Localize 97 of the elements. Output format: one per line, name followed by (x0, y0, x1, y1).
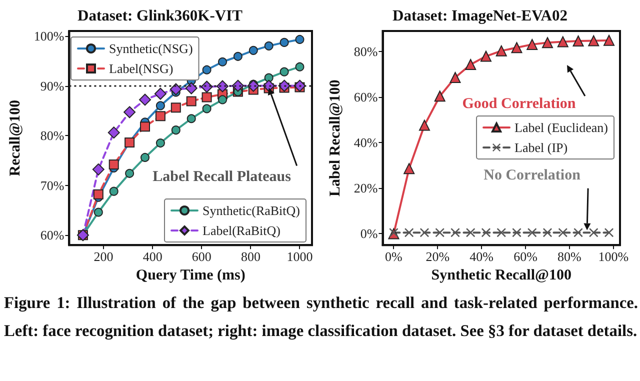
point (418, 120, 430, 131)
point (264, 41, 274, 50)
point (295, 34, 304, 44)
x-tick-label: 400 (142, 249, 162, 264)
point (200, 80, 213, 93)
point (140, 122, 150, 132)
x-axis-title: Query Time (ms) (136, 268, 246, 284)
point (186, 96, 196, 106)
point (186, 114, 196, 124)
x-tick-label: 40% (470, 249, 494, 264)
legend-label: Label (Euclidean) (514, 120, 608, 135)
y-tick-label: 90% (40, 78, 64, 94)
point (558, 228, 568, 238)
point (589, 228, 598, 238)
point (202, 92, 212, 102)
y-tick-label: 60% (40, 228, 64, 243)
point (92, 163, 104, 176)
legend-label: Synthetic(RaBitQ) (202, 203, 300, 218)
point (125, 168, 134, 178)
point (247, 80, 260, 92)
point (404, 228, 414, 238)
point (511, 42, 522, 54)
legend-label: Label (IP) (514, 140, 568, 155)
y-tick-label: 80% (40, 128, 64, 144)
point (526, 38, 538, 50)
point (94, 208, 103, 217)
y-tick-label: 40% (354, 135, 378, 150)
y-tick-label: 0% (360, 226, 378, 242)
y-tick-label: 20% (354, 180, 378, 196)
annotation: Good Correlation (462, 96, 576, 112)
y-tick-label: 60% (354, 90, 378, 105)
point (248, 46, 258, 55)
point (404, 163, 415, 174)
legend-label: Label(NSG) (109, 61, 174, 76)
annotation: No Correlation (484, 167, 582, 184)
y-axis-title: Recall@100 (8, 100, 24, 176)
x-tick-label: 0% (385, 249, 403, 264)
point (542, 37, 553, 48)
point (574, 228, 583, 238)
point (435, 228, 444, 238)
point (572, 36, 584, 47)
y-tick-label: 80% (354, 44, 378, 59)
point (156, 101, 165, 110)
x-tick-label: 100% (598, 249, 629, 264)
point (465, 58, 476, 70)
point (496, 45, 507, 56)
x-tick-label: 1000 (286, 249, 313, 264)
point (557, 36, 568, 48)
x-tick-label: 600 (192, 249, 212, 264)
point (450, 72, 461, 83)
point (496, 228, 506, 238)
point (466, 228, 476, 238)
point (140, 152, 150, 162)
point (108, 126, 120, 139)
point (170, 83, 182, 96)
point (170, 102, 181, 113)
point (109, 186, 118, 196)
point (218, 95, 227, 104)
point (604, 34, 615, 46)
x-tick-label: 80% (558, 249, 582, 264)
point (232, 80, 244, 92)
y-tick-label: 100% (34, 28, 64, 44)
legend-label: Synthetic(NSG) (109, 41, 193, 56)
point (450, 228, 460, 238)
point (202, 104, 212, 114)
point (480, 50, 492, 62)
point (155, 111, 166, 122)
x-tick-label: 60% (514, 249, 538, 264)
point (295, 62, 304, 72)
point (233, 52, 242, 61)
point (434, 90, 446, 102)
point (280, 38, 289, 47)
point (124, 106, 136, 118)
point (280, 67, 289, 76)
legend-label: Label(RaBitQ) (202, 223, 280, 238)
chart-title: Dataset: Glink360K-VIT (78, 8, 244, 24)
point (185, 82, 198, 94)
point (218, 57, 227, 66)
point (139, 94, 152, 106)
annotation: Label Recall Plateaus (152, 168, 292, 185)
y-axis-title: Label Recall@100 (328, 80, 344, 196)
point (156, 138, 165, 148)
point (528, 228, 537, 238)
point (512, 228, 522, 238)
x-axis-title: Synthetic Recall@100 (431, 268, 572, 284)
point (93, 189, 104, 200)
x-tick-label: 800 (240, 249, 260, 264)
point (588, 35, 600, 46)
caption: Figure 1: Illustration of the gap between synthetic recall and task-related performance. Left: face recognition dataset; right: image classification dataset. See §3 for dataset details. (4, 292, 638, 342)
point (171, 126, 180, 135)
point (154, 88, 166, 100)
y-tick-label: 70% (40, 178, 64, 193)
x-tick-label: 200 (94, 249, 114, 264)
point (202, 65, 212, 74)
point (108, 159, 119, 170)
x-tick-label: 20% (426, 249, 450, 264)
chart-title: Dataset: ImageNet-EVA02 (392, 8, 568, 24)
